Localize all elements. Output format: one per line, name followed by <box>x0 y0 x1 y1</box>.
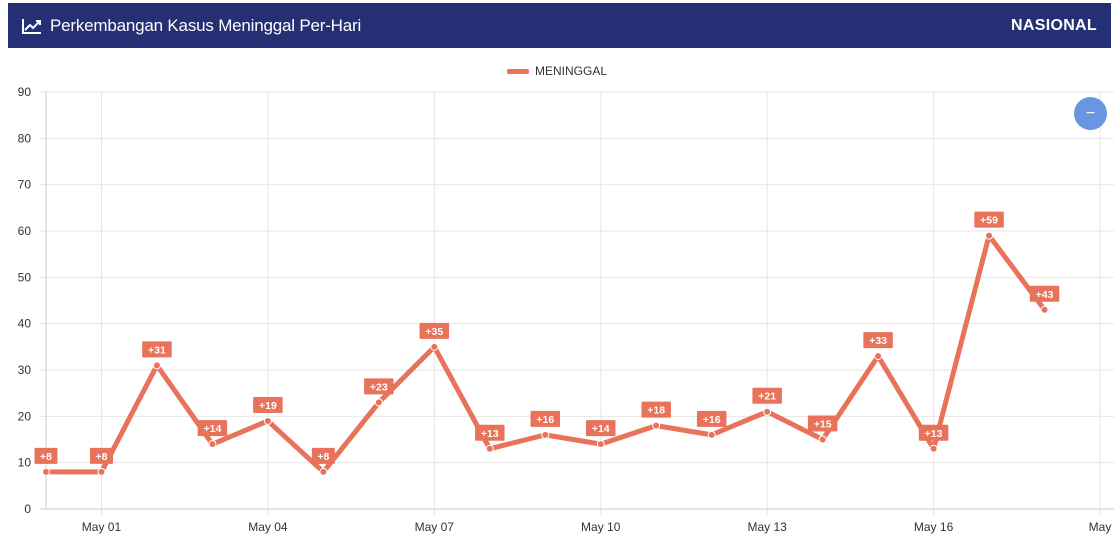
data-label-box <box>918 424 949 441</box>
x-tick-label: May 10 <box>581 520 621 534</box>
x-tick-label: May 13 <box>747 520 787 534</box>
y-tick-label: 70 <box>18 178 32 192</box>
data-label-box <box>89 447 113 464</box>
data-point <box>42 467 50 476</box>
data-point <box>929 444 938 453</box>
data-label: +8 <box>40 451 52 463</box>
data-point <box>874 352 883 361</box>
data-point <box>319 467 328 476</box>
data-label-box <box>974 211 1004 228</box>
data-label-box <box>585 420 616 437</box>
x-tick-label: May 16 <box>914 520 954 534</box>
data-label-box <box>530 410 561 427</box>
data-label: +43 <box>1036 289 1054 301</box>
data-point <box>985 231 994 240</box>
data-point <box>652 421 661 430</box>
x-tick-label: May <box>1089 520 1112 534</box>
data-label: +16 <box>703 414 721 426</box>
data-point <box>485 444 494 453</box>
data-label: +15 <box>814 419 832 431</box>
data-label-box <box>863 332 893 349</box>
data-point <box>97 467 106 476</box>
data-point <box>1040 305 1049 314</box>
y-tick-label: 10 <box>18 456 32 470</box>
minus-icon: − <box>1085 104 1096 122</box>
y-tick-label: 30 <box>18 363 32 377</box>
data-point <box>152 361 161 370</box>
data-label: +8 <box>317 451 329 463</box>
data-label: +16 <box>536 414 554 426</box>
data-label-box <box>34 447 58 464</box>
data-label: +31 <box>148 344 166 356</box>
y-tick-label: 0 <box>24 502 31 516</box>
data-label-box <box>311 447 335 464</box>
data-label: +33 <box>869 335 887 347</box>
data-point <box>707 430 716 439</box>
data-label: +21 <box>758 391 776 403</box>
chart-header: Perkembangan Kasus Meninggal Per-Hari NA… <box>8 3 1111 48</box>
data-label: +14 <box>592 423 610 435</box>
data-point <box>596 440 605 449</box>
y-tick-label: 50 <box>18 270 32 284</box>
data-point <box>763 407 772 416</box>
data-label-box <box>696 410 727 427</box>
data-label: +13 <box>481 428 499 440</box>
data-point <box>541 430 550 439</box>
data-point <box>374 398 383 407</box>
data-label: +18 <box>647 405 665 417</box>
y-tick-label: 90 <box>18 85 32 99</box>
data-label-box <box>142 341 172 358</box>
data-label: +8 <box>95 451 107 463</box>
data-point <box>263 416 272 425</box>
data-label-box <box>641 401 671 418</box>
data-label: +19 <box>259 400 277 412</box>
data-label: +23 <box>370 381 388 393</box>
legend-swatch <box>506 68 529 74</box>
data-label-box <box>1029 285 1060 302</box>
data-label: +13 <box>925 428 943 440</box>
legend-label: MENINGGAL <box>534 64 607 78</box>
chart-title: Perkembangan Kasus Meninggal Per-Hari <box>50 15 362 35</box>
y-tick-label: 60 <box>18 224 32 238</box>
scope-label: NASIONAL <box>1011 16 1097 34</box>
data-label: +59 <box>980 215 998 227</box>
y-tick-label: 20 <box>18 409 32 423</box>
x-tick-label: May 04 <box>248 520 288 534</box>
data-label-box <box>419 322 450 339</box>
x-tick-label: May 01 <box>82 520 122 534</box>
y-tick-label: 80 <box>18 131 32 145</box>
data-label-box <box>197 420 228 437</box>
data-label: +35 <box>425 326 443 338</box>
x-tick-label: May 07 <box>415 520 455 534</box>
data-label-box <box>253 396 283 413</box>
data-label-box <box>752 387 782 404</box>
data-label-box <box>807 415 838 432</box>
data-point <box>430 342 439 351</box>
data-label-box <box>364 378 394 395</box>
data-point <box>208 440 217 449</box>
line-chart-icon <box>22 18 42 34</box>
y-tick-label: 40 <box>18 317 32 331</box>
chart-legend[interactable]: MENINGGAL <box>0 64 1114 78</box>
data-point <box>818 435 827 444</box>
data-label-box <box>475 424 505 441</box>
header-left: Perkembangan Kasus Meninggal Per-Hari <box>22 16 361 36</box>
data-label: +14 <box>204 423 222 435</box>
zoom-out-button[interactable]: − <box>1074 97 1107 130</box>
